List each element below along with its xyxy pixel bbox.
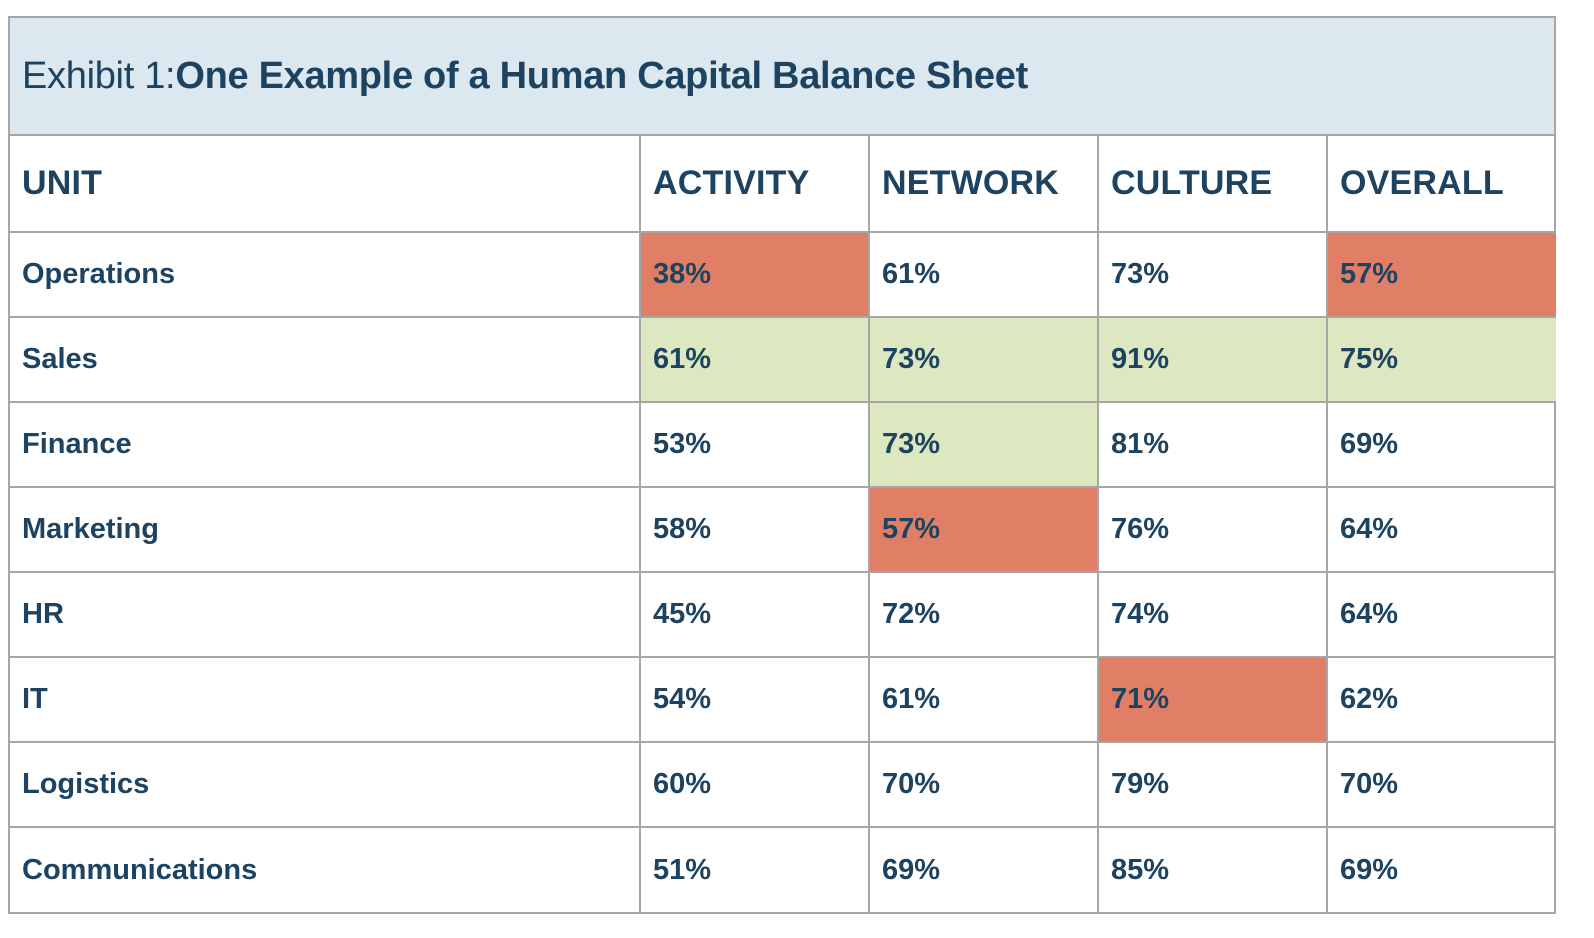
- value-cell-culture: 76%: [1097, 486, 1328, 573]
- table-row: HR 45% 72% 74% 64%: [10, 571, 1556, 658]
- value-cell-culture: 79%: [1097, 741, 1328, 828]
- value-cell-activity: 51%: [639, 826, 870, 912]
- value-cell-activity: 53%: [639, 401, 870, 488]
- table-row: Operations 38% 61% 73% 57%: [10, 231, 1556, 318]
- column-header-activity: ACTIVITY: [639, 136, 870, 233]
- value-cell-network: 72%: [868, 571, 1099, 658]
- unit-cell: HR: [10, 571, 641, 658]
- value-cell-overall: 69%: [1326, 826, 1556, 912]
- table-row: Sales 61% 73% 91% 75%: [10, 316, 1556, 403]
- column-header-overall: OVERALL: [1326, 136, 1556, 233]
- value-cell-network: 61%: [868, 231, 1099, 318]
- value-cell-culture: 81%: [1097, 401, 1328, 488]
- table-row: Logistics 60% 70% 79% 70%: [10, 741, 1556, 828]
- value-cell-activity: 45%: [639, 571, 870, 658]
- column-header-network: NETWORK: [868, 136, 1099, 233]
- value-cell-culture: 71%: [1097, 656, 1328, 743]
- value-cell-activity: 58%: [639, 486, 870, 573]
- balance-sheet-table: UNIT ACTIVITY NETWORK CULTURE OVERALL Operat…: [10, 136, 1556, 912]
- value-cell-overall: 57%: [1326, 231, 1556, 318]
- value-cell-network: 61%: [868, 656, 1099, 743]
- unit-cell: IT: [10, 656, 641, 743]
- column-header-unit: UNIT: [10, 136, 641, 233]
- value-cell-network: 69%: [868, 826, 1099, 912]
- exhibit-table: Exhibit 1: One Example of a Human Capita…: [8, 16, 1556, 914]
- value-cell-overall: 75%: [1326, 316, 1556, 403]
- value-cell-culture: 74%: [1097, 571, 1328, 658]
- value-cell-overall: 62%: [1326, 656, 1556, 743]
- value-cell-overall: 69%: [1326, 401, 1556, 488]
- value-cell-network: 73%: [868, 316, 1099, 403]
- unit-cell: Logistics: [10, 741, 641, 828]
- value-cell-activity: 38%: [639, 231, 870, 318]
- value-cell-activity: 54%: [639, 656, 870, 743]
- table-row: Finance 53% 73% 81% 69%: [10, 401, 1556, 488]
- value-cell-culture: 73%: [1097, 231, 1328, 318]
- value-cell-culture: 91%: [1097, 316, 1328, 403]
- unit-cell: Marketing: [10, 486, 641, 573]
- exhibit-title: One Example of a Human Capital Balance S…: [175, 54, 1028, 97]
- exhibit-label: Exhibit 1:: [22, 54, 176, 97]
- value-cell-overall: 64%: [1326, 486, 1556, 573]
- value-cell-overall: 64%: [1326, 571, 1556, 658]
- unit-cell: Finance: [10, 401, 641, 488]
- value-cell-activity: 60%: [639, 741, 870, 828]
- table-row: Communications 51% 69% 85% 69%: [10, 826, 1556, 912]
- value-cell-activity: 61%: [639, 316, 870, 403]
- value-cell-network: 70%: [868, 741, 1099, 828]
- unit-cell: Communications: [10, 826, 641, 912]
- exhibit-title-bar: Exhibit 1: One Example of a Human Capita…: [10, 18, 1554, 136]
- column-header-culture: CULTURE: [1097, 136, 1328, 233]
- table-row: IT 54% 61% 71% 62%: [10, 656, 1556, 743]
- unit-cell: Sales: [10, 316, 641, 403]
- table-body: Operations 38% 61% 73% 57% Sales 61% 73% 91% 75% F…: [10, 231, 1556, 912]
- table-row: Marketing 58% 57% 76% 64%: [10, 486, 1556, 573]
- unit-cell: Operations: [10, 231, 641, 318]
- value-cell-culture: 85%: [1097, 826, 1328, 912]
- value-cell-network: 57%: [868, 486, 1099, 573]
- header-row: UNIT ACTIVITY NETWORK CULTURE OVERALL: [10, 136, 1556, 233]
- value-cell-network: 73%: [868, 401, 1099, 488]
- value-cell-overall: 70%: [1326, 741, 1556, 828]
